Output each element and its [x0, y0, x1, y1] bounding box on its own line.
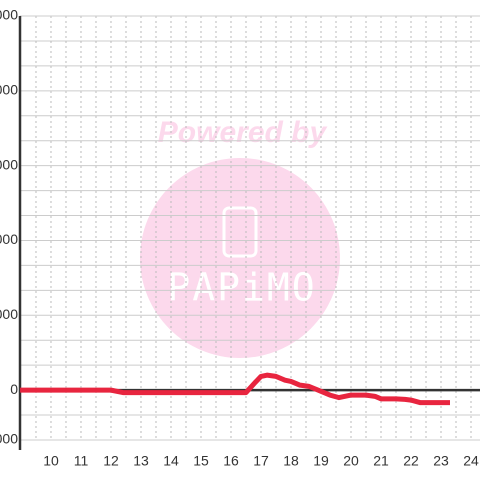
- watermark-logo: PAPiMO: [167, 266, 316, 310]
- x-tick-label: 11: [74, 453, 89, 469]
- x-tick-label: 24: [463, 453, 479, 469]
- y-tick-label: 0: [10, 381, 18, 397]
- x-tick-label: 15: [193, 453, 209, 469]
- x-tick-label: 17: [253, 453, 269, 469]
- x-tick-label: 13: [133, 453, 149, 469]
- data-line: [20, 372, 450, 406]
- x-tick-label: 22: [403, 453, 419, 469]
- y-tick-label: 120,000: [0, 82, 18, 98]
- x-tick-label: 16: [223, 453, 239, 469]
- y-tick-label: 90,000: [0, 156, 18, 172]
- watermark-text: Powered by: [158, 116, 328, 149]
- x-tick-label: 23: [433, 453, 449, 469]
- watermark-circle: [140, 158, 340, 358]
- y-tick-label: 30,000: [0, 306, 18, 322]
- y-tick-label: 150,000: [0, 7, 18, 23]
- x-tick-label: 10: [43, 453, 59, 469]
- x-tick-label: 21: [373, 453, 389, 469]
- watermark: Powered by PAPiMO: [140, 116, 340, 358]
- x-tick-label: 20: [343, 453, 359, 469]
- y-tick-label: 60,000: [0, 231, 18, 247]
- x-tick-label: 14: [163, 453, 179, 469]
- x-tick-label: 18: [283, 453, 299, 469]
- x-tick-label: 19: [313, 453, 329, 469]
- x-tick-label: 12: [103, 453, 119, 469]
- y-tick-label: -20,000: [0, 431, 18, 447]
- watermark-icon: [222, 206, 258, 258]
